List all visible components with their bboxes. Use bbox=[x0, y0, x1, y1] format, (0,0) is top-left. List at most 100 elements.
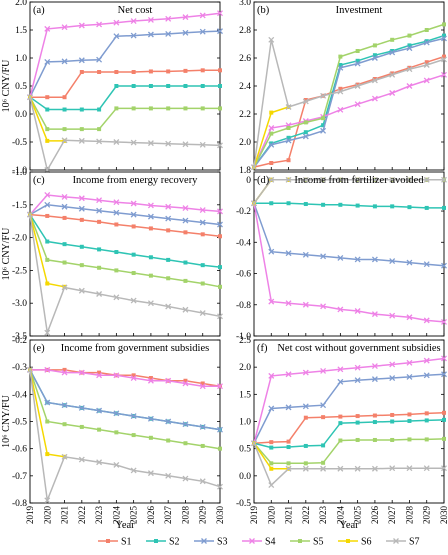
panel-title: Net cost without government subsidies bbox=[277, 343, 440, 354]
data-point bbox=[217, 483, 223, 490]
data-point bbox=[354, 465, 361, 472]
x-tick-label: 2020 bbox=[266, 506, 276, 525]
legend-label: S5 bbox=[313, 537, 324, 548]
panel-label: (d) bbox=[257, 175, 270, 186]
data-point bbox=[147, 213, 154, 220]
data-point bbox=[217, 142, 223, 149]
data-point bbox=[166, 257, 171, 262]
series-line bbox=[253, 55, 445, 168]
panel-title: Net cost bbox=[118, 5, 153, 16]
data-point bbox=[217, 28, 223, 35]
data-point bbox=[78, 369, 85, 376]
series-line bbox=[253, 179, 444, 204]
x-tick-label: 2030 bbox=[215, 506, 225, 525]
data-point bbox=[166, 84, 171, 88]
data-point bbox=[113, 462, 120, 468]
data-point bbox=[372, 53, 377, 58]
data-point bbox=[217, 383, 223, 390]
data-point bbox=[97, 370, 102, 375]
data-point bbox=[131, 224, 136, 229]
panel-label: (e) bbox=[33, 343, 45, 354]
data-point bbox=[27, 211, 33, 218]
data-point bbox=[183, 441, 188, 446]
series-line bbox=[253, 419, 445, 449]
data-point bbox=[200, 232, 205, 237]
data-point bbox=[269, 161, 274, 165]
data-point bbox=[78, 137, 85, 144]
data-point bbox=[62, 260, 67, 265]
data-point bbox=[45, 127, 50, 132]
data-point bbox=[147, 31, 154, 38]
data-point bbox=[407, 437, 412, 442]
data-point bbox=[62, 215, 67, 220]
data-point bbox=[303, 130, 308, 135]
data-point bbox=[354, 256, 361, 263]
panel-title: Income from government subsidies bbox=[61, 343, 209, 354]
y-tick-label: 2.2 bbox=[239, 110, 251, 120]
series-s7 bbox=[27, 94, 223, 173]
panel-c: -3.5 -3.0 -2.5 -2.0 -1.5 -1.0 (c) Income from e… bbox=[1, 168, 223, 342]
data-point bbox=[182, 380, 189, 387]
series-s1 bbox=[28, 68, 222, 100]
series-s4 bbox=[27, 192, 223, 218]
data-point bbox=[61, 453, 68, 460]
data-point bbox=[371, 363, 378, 370]
data-point bbox=[130, 200, 137, 207]
data-point bbox=[166, 69, 171, 74]
data-point bbox=[303, 120, 308, 125]
data-point bbox=[96, 407, 103, 414]
data-point bbox=[165, 15, 172, 22]
legend-marker bbox=[298, 539, 302, 543]
data-point bbox=[423, 372, 430, 379]
data-point bbox=[79, 127, 84, 132]
data-point bbox=[166, 106, 171, 111]
data-point bbox=[286, 201, 291, 206]
data-point bbox=[286, 158, 291, 163]
data-point bbox=[114, 430, 119, 435]
data-point bbox=[355, 414, 360, 419]
data-point bbox=[286, 135, 291, 140]
data-point bbox=[78, 456, 85, 463]
data-point bbox=[251, 200, 257, 207]
data-point bbox=[148, 273, 153, 278]
data-point bbox=[218, 284, 222, 289]
data-point bbox=[269, 445, 274, 450]
data-point bbox=[441, 71, 447, 78]
data-point bbox=[372, 77, 377, 81]
data-point bbox=[406, 259, 413, 266]
series-line bbox=[29, 214, 221, 268]
series-line bbox=[253, 37, 445, 168]
data-point bbox=[200, 443, 205, 448]
data-point bbox=[96, 459, 103, 466]
y-tick-label: 2.0 bbox=[239, 138, 251, 148]
series-s3 bbox=[27, 366, 223, 433]
data-point bbox=[130, 18, 137, 24]
series-s7 bbox=[27, 366, 223, 504]
legend-label: S2 bbox=[169, 537, 180, 548]
data-point bbox=[200, 263, 205, 268]
x-tick-label: 2021 bbox=[284, 506, 294, 524]
y-tick-label: -0.6 bbox=[236, 270, 251, 280]
data-point bbox=[148, 226, 153, 231]
data-point bbox=[355, 437, 360, 442]
data-point bbox=[424, 411, 429, 416]
data-point bbox=[79, 263, 84, 268]
data-point bbox=[407, 65, 412, 70]
x-tick-label: 2028 bbox=[180, 506, 190, 525]
data-point bbox=[442, 417, 446, 422]
series-line bbox=[29, 369, 221, 450]
panel-title: Investment bbox=[336, 5, 383, 16]
y-tick-label: 1.5 bbox=[239, 390, 251, 400]
series-line bbox=[29, 96, 220, 130]
data-point bbox=[269, 131, 274, 136]
data-point bbox=[96, 291, 103, 297]
data-point bbox=[371, 95, 378, 102]
data-point bbox=[338, 202, 343, 207]
data-point bbox=[45, 239, 50, 244]
y-tick-label: -0.8 bbox=[236, 301, 251, 311]
data-point bbox=[96, 56, 103, 63]
data-point bbox=[113, 410, 120, 417]
data-point bbox=[320, 368, 327, 374]
data-point bbox=[165, 472, 172, 479]
data-point bbox=[78, 287, 85, 294]
